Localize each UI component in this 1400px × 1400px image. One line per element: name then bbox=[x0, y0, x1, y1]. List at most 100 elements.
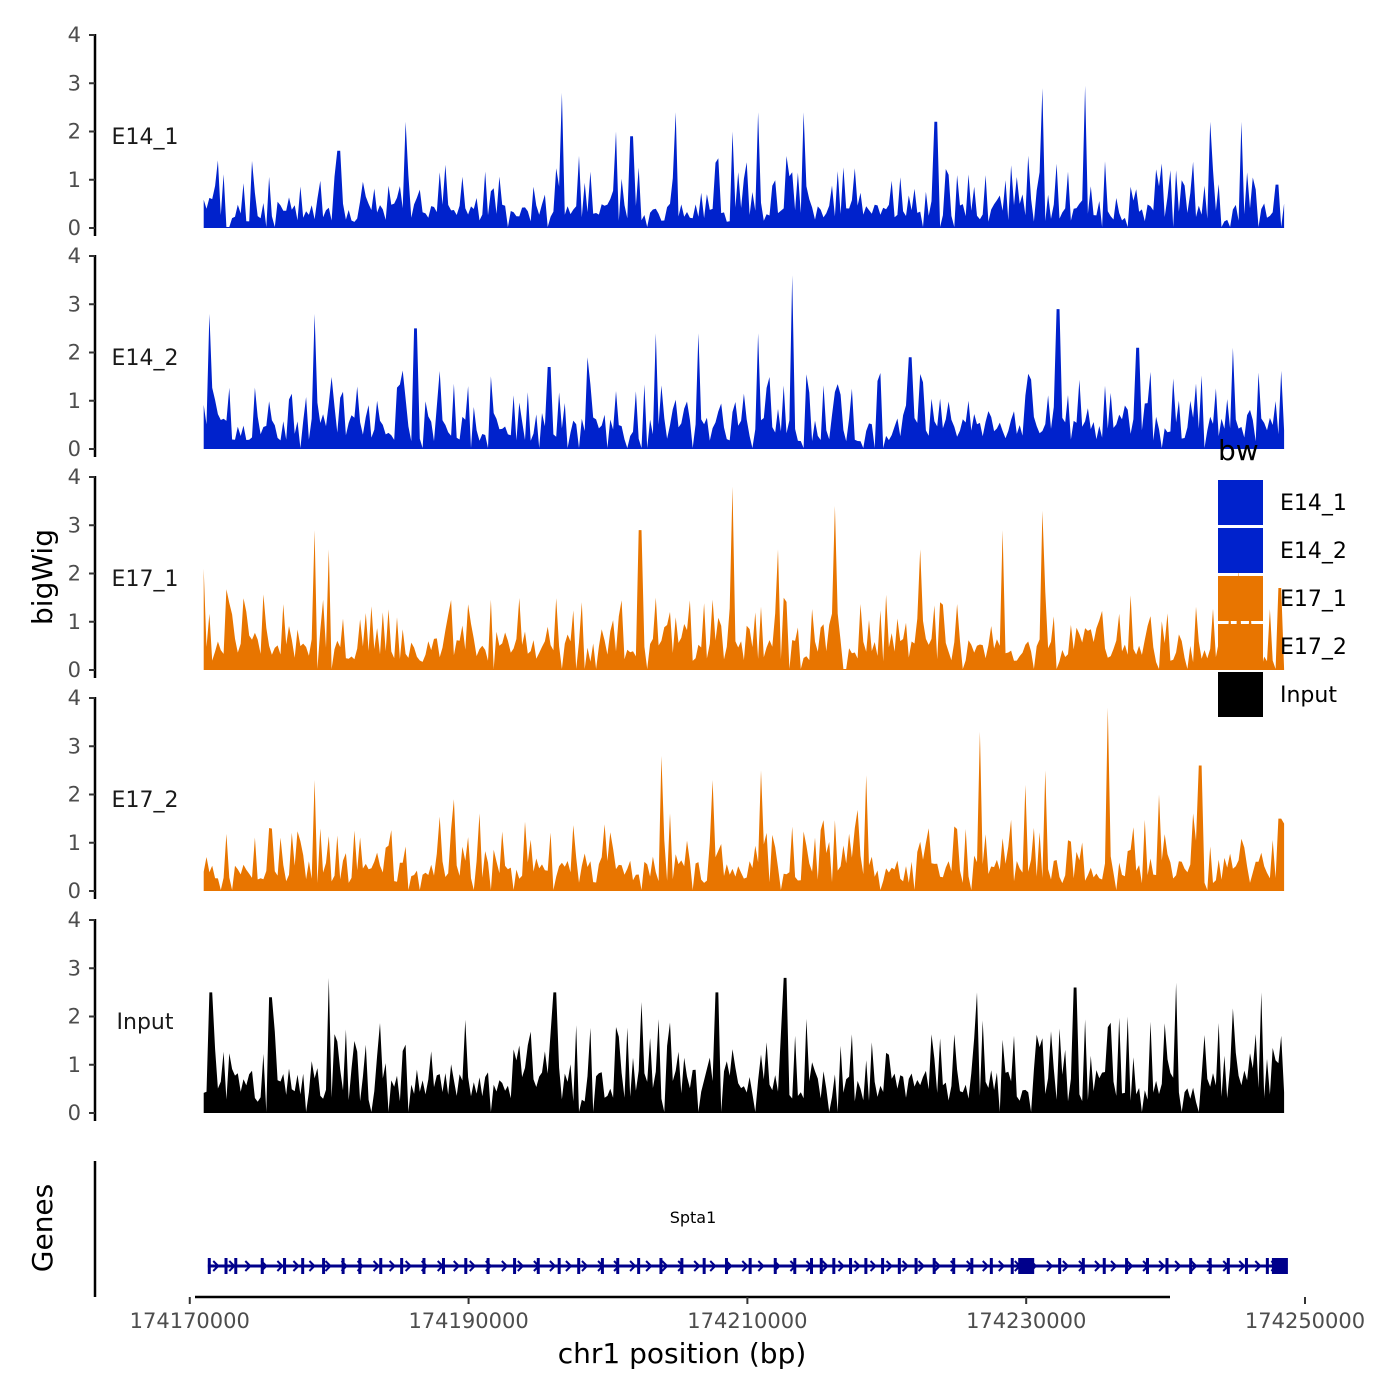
y-tick-label: 4 bbox=[68, 23, 81, 47]
strand-arrow bbox=[308, 1260, 316, 1272]
strand-arrow bbox=[469, 1260, 477, 1272]
gene-exon bbox=[577, 1258, 581, 1274]
coverage-area-e17_1 bbox=[203, 486, 1285, 670]
strand-arrow bbox=[837, 1260, 845, 1272]
strand-arrow bbox=[869, 1260, 877, 1272]
y-tick-label: 0 bbox=[68, 216, 81, 240]
legend-label-e17_1: E17_1 bbox=[1280, 587, 1347, 612]
y-tick-label: 4 bbox=[68, 908, 81, 932]
coverage-tracks: 0 1 2 3 4 E14_1 0 1 2 3 4 E14_2 0 1 2 3 4 E17_1 0 1 2 3 4 E17_2… bbox=[68, 23, 1285, 1125]
gene-exon bbox=[464, 1258, 468, 1274]
strand-arrow bbox=[1046, 1260, 1054, 1272]
y-tick-label: 4 bbox=[68, 244, 81, 268]
strand-arrow bbox=[1126, 1260, 1134, 1272]
x-axis: 174170000 174190000 174210000 174230000 1742… bbox=[130, 1295, 1365, 1333]
gene-exon-large bbox=[1271, 1258, 1288, 1274]
gene-exon bbox=[301, 1258, 305, 1274]
strand-arrow bbox=[324, 1260, 332, 1272]
y-tick-label: 1 bbox=[68, 1053, 81, 1077]
gene-exon bbox=[724, 1258, 728, 1274]
gene-track-title: Genes bbox=[26, 1184, 59, 1272]
strand-arrow bbox=[517, 1260, 525, 1272]
gene-exon bbox=[234, 1258, 238, 1274]
track-e14_1: 0 1 2 3 4 E14_1 bbox=[68, 23, 1285, 240]
gene-exon bbox=[207, 1258, 211, 1274]
legend-label-e17_2: E17_2 bbox=[1280, 635, 1347, 660]
strand-arrow bbox=[853, 1260, 861, 1272]
gene-exon bbox=[702, 1258, 706, 1274]
strand-arrow bbox=[388, 1260, 397, 1272]
strand-arrow bbox=[372, 1260, 380, 1272]
y-tick-label: 2 bbox=[68, 120, 81, 144]
strand-arrow bbox=[1094, 1260, 1102, 1272]
strand-arrow bbox=[629, 1260, 637, 1272]
strand-arrow bbox=[741, 1260, 749, 1272]
y-tick-label: 1 bbox=[68, 831, 81, 855]
gene-exon bbox=[832, 1258, 836, 1274]
gene-exon bbox=[1244, 1258, 1248, 1274]
strand-arrow bbox=[212, 1260, 220, 1272]
coverage-area-e14_1 bbox=[203, 85, 1285, 228]
y-tick-label: 3 bbox=[68, 956, 81, 980]
gene-exon bbox=[358, 1258, 362, 1274]
gene-exon bbox=[1145, 1258, 1149, 1274]
y-tick-label: 2 bbox=[68, 562, 81, 586]
gene-exon-large bbox=[1018, 1258, 1035, 1274]
y-tick-label: 2 bbox=[68, 341, 81, 365]
gene-exon bbox=[513, 1258, 517, 1274]
strand-arrow bbox=[661, 1260, 669, 1272]
strand-arrow bbox=[1158, 1260, 1166, 1272]
y-tick-label: 3 bbox=[68, 71, 81, 95]
y-tick-label: 2 bbox=[68, 783, 81, 807]
gene-label: Spta1 bbox=[670, 1208, 717, 1227]
gene-exon bbox=[881, 1258, 885, 1274]
strand-arrow bbox=[885, 1260, 893, 1272]
legend-label-e14_1: E14_1 bbox=[1280, 491, 1347, 516]
gene-exon bbox=[600, 1258, 604, 1274]
strand-arrow bbox=[1238, 1260, 1246, 1272]
gene-exon bbox=[1189, 1258, 1193, 1274]
x-tick-label: 174230000 bbox=[966, 1309, 1086, 1333]
gene-exon bbox=[932, 1258, 936, 1274]
gene-exon bbox=[897, 1258, 901, 1274]
strand-arrow bbox=[276, 1260, 284, 1272]
y-tick-label: 1 bbox=[68, 610, 81, 634]
strand-arrow bbox=[901, 1260, 910, 1272]
y-tick-label: 4 bbox=[68, 465, 81, 489]
gene-exon bbox=[322, 1258, 326, 1274]
gene-exon bbox=[793, 1258, 797, 1274]
gene-track-panel: Spta1 bbox=[93, 1161, 1288, 1297]
gene-exon bbox=[1058, 1258, 1062, 1274]
track-e14_2: 0 1 2 3 4 E14_2 bbox=[68, 244, 1285, 461]
gene-exon bbox=[1010, 1258, 1014, 1274]
strand-arrow bbox=[1174, 1260, 1182, 1272]
legend-swatch-e17_2 bbox=[1218, 624, 1263, 669]
strand-arrow bbox=[501, 1260, 509, 1272]
gene-exon bbox=[1165, 1258, 1169, 1274]
gene-exon bbox=[486, 1258, 490, 1274]
legend-swatch-e14_2 bbox=[1218, 528, 1263, 573]
x-tick-label: 174170000 bbox=[130, 1309, 250, 1333]
track-label: E14_1 bbox=[112, 125, 179, 150]
strand-arrow bbox=[933, 1260, 942, 1272]
gene-exon bbox=[819, 1258, 823, 1274]
gene-exon bbox=[773, 1258, 777, 1274]
gene-exon bbox=[1226, 1258, 1230, 1274]
strand-arrow bbox=[917, 1260, 926, 1272]
gene-exon bbox=[952, 1258, 956, 1274]
strand-arrow bbox=[1190, 1260, 1198, 1272]
strand-arrow bbox=[292, 1260, 300, 1272]
gene-exon bbox=[914, 1258, 918, 1274]
x-tick-label: 174190000 bbox=[408, 1309, 528, 1333]
gene-exon bbox=[970, 1258, 974, 1274]
strand-arrow bbox=[982, 1260, 990, 1272]
y-tick-label: 0 bbox=[68, 658, 81, 682]
gene-exon bbox=[379, 1258, 383, 1274]
strand-arrow bbox=[404, 1260, 413, 1272]
coverage-area-e17_2 bbox=[203, 707, 1285, 891]
gene-exon bbox=[810, 1258, 814, 1274]
legend: bw E14_1 E14_2 E17_1 E17_2 Input bbox=[1218, 434, 1347, 717]
strand-arrow bbox=[549, 1260, 557, 1272]
strand-arrow bbox=[821, 1260, 829, 1272]
